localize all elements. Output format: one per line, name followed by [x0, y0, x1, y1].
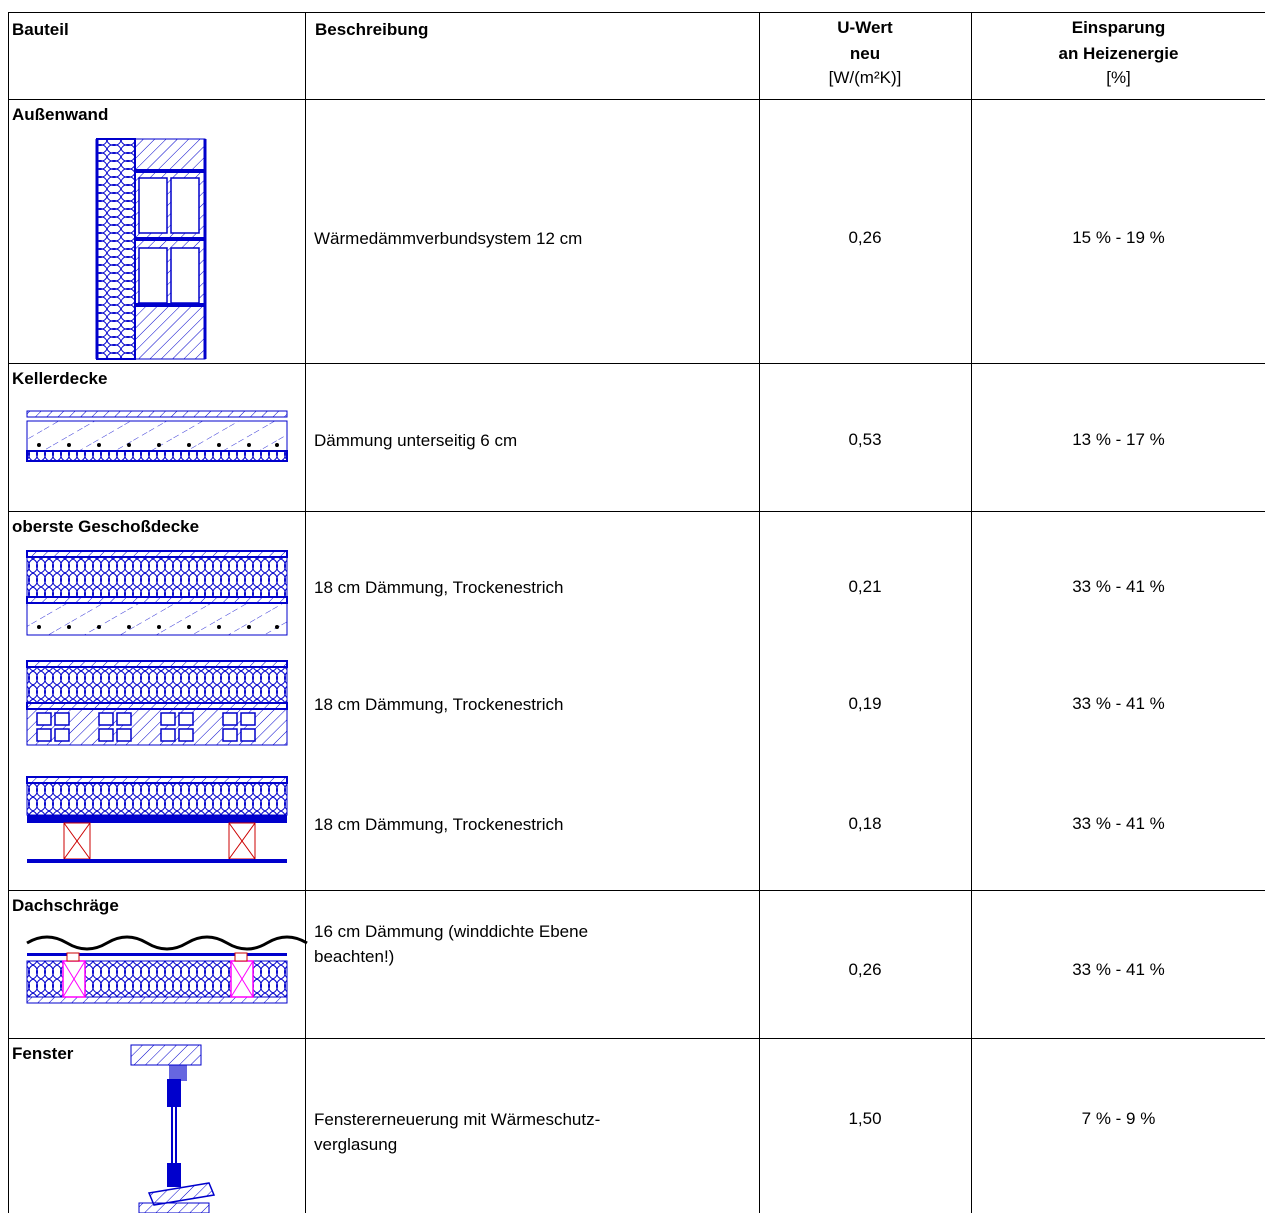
header-u-wert-line2: neu	[849, 44, 881, 63]
row-description: Fenstererneuerung mit Wärmeschutz- vergl…	[314, 1107, 600, 1157]
top-ceiling-drawing-timber	[26, 776, 288, 863]
header-u-wert-unit: [W/(m²K)]	[828, 68, 902, 87]
section-aussenwand: Außenwand	[12, 105, 109, 124]
row-divider	[9, 99, 1265, 100]
section-geschossdecke: oberste Geschoßdecke	[12, 517, 200, 536]
row-u-value: 1,50	[848, 1109, 882, 1128]
section-fenster: Fenster	[12, 1044, 74, 1063]
row-u-value: 0,26	[848, 960, 882, 979]
header-beschreibung: Beschreibung	[315, 20, 429, 39]
row-savings: 33 % - 41 %	[1072, 577, 1165, 596]
column-divider	[305, 13, 306, 1213]
row-u-value: 0,53	[848, 430, 882, 449]
column-divider	[971, 13, 972, 1213]
row-description-line2: verglasung	[314, 1135, 398, 1154]
row-description: 16 cm Dämmung (winddichte Ebene beachten…	[314, 919, 588, 969]
row-description: Dämmung unterseitig 6 cm	[314, 431, 518, 450]
window-section-drawing	[130, 1044, 216, 1213]
row-savings: 15 % - 19 %	[1072, 228, 1165, 247]
header-einsparung-unit: [%]	[1106, 68, 1131, 87]
header-bauteil: Bauteil	[12, 20, 69, 39]
column-divider	[759, 13, 760, 1213]
row-u-value: 0,26	[848, 228, 882, 247]
row-description: Wärmedämmverbundsystem 12 cm	[314, 229, 583, 248]
header-u-wert-line1: U-Wert	[837, 18, 893, 37]
row-description-line2: beachten!)	[314, 947, 395, 966]
row-u-value: 0,18	[848, 814, 882, 833]
row-description: 18 cm Dämmung, Trockenestrich	[314, 695, 564, 714]
pitched-roof-drawing	[26, 935, 308, 1004]
section-dachschraege: Dachschräge	[12, 896, 119, 915]
row-savings: 13 % - 17 %	[1072, 430, 1165, 449]
header-u-wert: U-Wert neu [W/(m²K)]	[759, 17, 971, 89]
header-einsparung-line2: an Heizenergie	[1058, 44, 1179, 63]
row-description-line1: Fenstererneuerung mit Wärmeschutz-	[314, 1110, 601, 1129]
insulation-table: Bauteil Beschreibung U-Wert neu [W/(m²K)…	[8, 12, 1265, 1213]
basement-ceiling-drawing	[26, 410, 288, 462]
row-savings: 33 % - 41 %	[1072, 960, 1165, 979]
row-divider	[9, 1038, 1265, 1039]
row-description: 18 cm Dämmung, Trockenestrich	[314, 815, 564, 834]
top-ceiling-drawing-hollow-block	[26, 660, 288, 746]
row-savings: 7 % - 9 %	[1081, 1109, 1156, 1128]
top-ceiling-drawing-concrete	[26, 550, 288, 636]
header-einsparung-line1: Einsparung	[1071, 18, 1166, 37]
row-divider	[9, 890, 1265, 891]
row-savings: 33 % - 41 %	[1072, 814, 1165, 833]
construction-drawings	[26, 138, 308, 1213]
row-savings: 33 % - 41 %	[1072, 694, 1165, 713]
row-divider	[9, 511, 1265, 512]
header-einsparung: Einsparung an Heizenergie [%]	[971, 17, 1265, 89]
row-u-value: 0,21	[848, 577, 882, 596]
row-divider	[9, 363, 1265, 364]
section-kellerdecke: Kellerdecke	[12, 369, 108, 388]
row-u-value: 0,19	[848, 694, 882, 713]
row-description-line1: 16 cm Dämmung (winddichte Ebene	[314, 922, 589, 941]
exterior-wall-drawing	[95, 138, 207, 360]
row-description: 18 cm Dämmung, Trockenestrich	[314, 578, 564, 597]
